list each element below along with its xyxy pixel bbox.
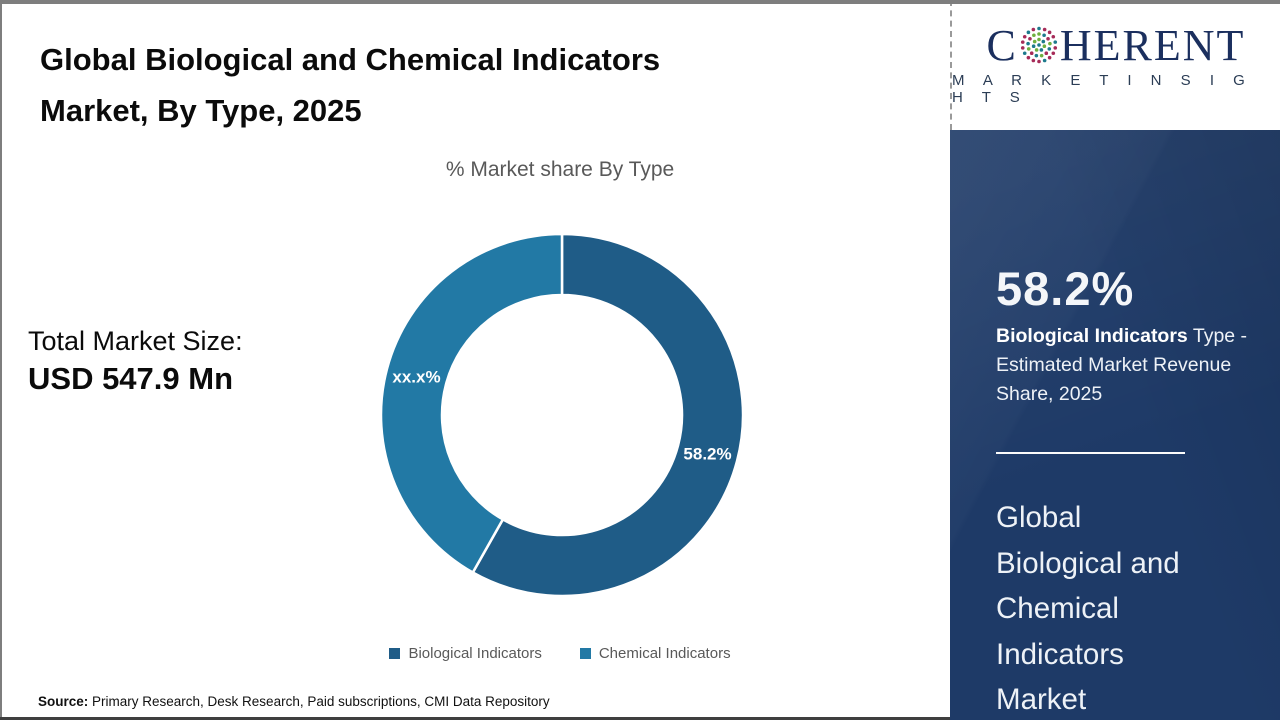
text-line: Biological and [996, 546, 1180, 580]
brand-logo: C HERENT [987, 24, 1246, 68]
globe-dot [1047, 47, 1051, 51]
globe-dot [1022, 34, 1027, 39]
legend-item-chemical-indicators: Chemical Indicators [579, 645, 731, 662]
globe-dot [1039, 53, 1044, 58]
globe-dot [1041, 39, 1046, 44]
highlight-stat-description: Biological Indicators Type - Estimated M… [996, 322, 1254, 409]
text-line: Global [996, 501, 1082, 534]
text-line: Market [996, 683, 1087, 716]
text-line: Indicators [996, 637, 1124, 671]
globe-dot [1037, 32, 1041, 36]
sidebar-divider [996, 452, 1185, 454]
chart-subtitle: % Market share By Type [445, 158, 675, 181]
brand-tagline: M A R K E T I N S I G H T S [952, 72, 1253, 106]
globe-dot [1042, 27, 1047, 32]
donut-chart: 58.2% xx.x% [332, 185, 792, 645]
legend-label: Biological Indicators [408, 645, 542, 662]
globe-dot [1034, 48, 1039, 52]
globe-dot [1053, 46, 1057, 50]
globe-dot [1039, 48, 1044, 52]
globe-dot [1029, 51, 1034, 56]
globe-dot [1026, 30, 1031, 35]
globe-dot [1026, 41, 1030, 46]
total-market-size-value: USD 547.9 Mn [28, 361, 234, 396]
stat-desc-rest: Type - Estimated Market Revenue Share, 2… [996, 325, 1248, 405]
logo-word-rest: HERENT [1059, 21, 1246, 70]
globe-dot [1026, 55, 1031, 60]
sidebar: C HERENT M A R K E T I N S I G H T S 58.… [950, 0, 1280, 720]
globe-dot [1051, 51, 1055, 56]
globe-dot [1022, 51, 1027, 56]
source-label: Source: [38, 694, 89, 709]
globe-dot [1046, 36, 1050, 41]
chart-legend: Biological Indicators Chemical Indicators [170, 645, 950, 662]
globe-dot [1044, 51, 1049, 56]
logo-letter-c: C [986, 21, 1018, 70]
frame-border-bottom [0, 717, 950, 720]
globe-dot [1031, 44, 1036, 49]
legend-swatch-icon [579, 648, 591, 659]
globe-dot [1031, 33, 1036, 38]
globe-dot [1026, 47, 1031, 51]
globe-dot [1028, 36, 1032, 41]
source-text: Primary Research, Desk Research, Paid su… [88, 694, 550, 709]
globe-dot [1042, 33, 1046, 38]
highlight-stat-value: 58.2% [996, 262, 1135, 315]
donut-chart-svg: 58.2% xx.x% [379, 232, 745, 598]
globe-dot [1042, 58, 1047, 63]
brand-logo-panel: C HERENT M A R K E T I N S I G H T S [950, 0, 1280, 130]
globe-dot [1037, 59, 1041, 64]
sidebar-market-name: Global Biological and Chemical Indicators Ma… [996, 495, 1180, 720]
globe-dot [1051, 34, 1055, 39]
globe-dot [1047, 55, 1052, 60]
slice-data-label: 58.2% [683, 444, 731, 463]
donut-slice-biological-indicators [471, 232, 745, 598]
text-line: Market, By Type, 2025 [40, 93, 362, 128]
frame-border-left [0, 0, 2, 720]
legend-label: Chemical Indicators [598, 645, 731, 662]
globe-dot [1020, 46, 1025, 50]
globe-dot [1034, 53, 1039, 58]
text-line: Global Biological and Chemical Indicator… [40, 42, 661, 77]
slice-data-label: xx.x% [392, 368, 440, 387]
source-line: Source: Primary Research, Desk Research,… [38, 694, 550, 709]
text-line: Chemical [996, 592, 1119, 625]
page-title: Global Biological and Chemical Indicator… [40, 34, 840, 136]
legend-item-biological-indicators: Biological Indicators [389, 645, 542, 662]
total-market-size-label: Total Market Size: [28, 326, 243, 356]
coherent-globe-icon [1020, 26, 1057, 64]
donut-slice-chemical-indicators [379, 232, 564, 575]
globe-dot [1048, 41, 1052, 46]
globe-dot [1042, 44, 1047, 49]
globe-dot [1037, 26, 1041, 31]
legend-swatch-icon [389, 648, 401, 659]
total-market-size-block: Total Market Size: USD 547.9 Mn [28, 324, 243, 400]
sidebar-navy-panel: 58.2% Biological Indicators Type - Estim… [950, 130, 1280, 720]
globe-dot [1047, 30, 1052, 35]
chart-main-area: Global Biological and Chemical Indicator… [28, 34, 950, 709]
globe-dot [1053, 40, 1057, 44]
globe-dot [1031, 27, 1036, 32]
stat-desc-bold: Biological Indicators [996, 325, 1188, 347]
globe-dot [1037, 43, 1041, 47]
globe-dot [1032, 39, 1037, 44]
globe-dot [1031, 58, 1036, 63]
frame-border-top [0, 0, 1280, 4]
globe-dot [1020, 40, 1025, 44]
globe-dot [1037, 37, 1041, 42]
